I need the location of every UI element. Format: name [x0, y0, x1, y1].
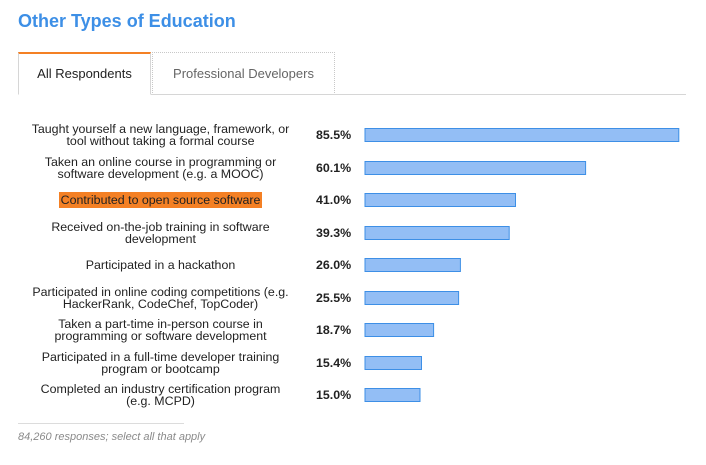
tab-all-respondents[interactable]: All Respondents: [18, 52, 151, 95]
category-label-line: tool without taking a formal course: [66, 134, 255, 148]
category-label-line: Participated in a full-time developer tr…: [41, 350, 280, 364]
category-label-line: programming or software development: [54, 329, 267, 343]
category-label-line: (e.g. MCPD): [126, 394, 195, 408]
value-label-3: 39.3%: [316, 226, 352, 240]
value-label-8: 15.0%: [316, 388, 352, 402]
category-label-line: development: [125, 232, 196, 246]
category-label-line: Completed an industry certification prog…: [40, 382, 281, 396]
footnote: 84,260 responses; select all that apply: [18, 431, 206, 443]
value-label-6: 18.7%: [316, 323, 352, 337]
value-label-0: 85.5%: [316, 128, 352, 142]
bar-8: [364, 388, 421, 402]
value-label-2: 41.0%: [316, 193, 352, 207]
footnote-divider: [18, 423, 184, 424]
value-label-7: 15.4%: [316, 356, 352, 370]
category-label-line: Participated in a hackathon: [85, 258, 236, 272]
bar-3: [364, 226, 510, 240]
value-label-1: 60.1%: [316, 161, 352, 175]
tab-professional-developers[interactable]: Professional Developers: [152, 52, 335, 93]
category-label-0: Taught yourself a new language, framewor…: [18, 123, 303, 147]
category-label-2: Contributed to open source software: [18, 192, 303, 208]
value-label-4: 26.0%: [316, 258, 352, 272]
tab-bar: All Respondents Professional Developers: [18, 52, 686, 95]
category-label-3: Received on-the-job training in software…: [18, 221, 303, 245]
category-label-line: Contributed to open source software: [58, 192, 263, 208]
category-label-line: program or bootcamp: [101, 362, 220, 376]
category-label-line: software development (e.g. a MOOC): [57, 167, 264, 181]
bar-0: [364, 128, 680, 142]
category-label-6: Taken a part-time in-person course in pro…: [18, 318, 303, 342]
bar-1: [364, 161, 587, 175]
bar-7: [364, 356, 422, 370]
category-label-line: Received on-the-job training in software: [51, 220, 270, 234]
category-label-line: Taught yourself a new language, framewor…: [31, 122, 290, 136]
category-label-4: Participated in a hackathon: [18, 258, 303, 272]
category-label-line: Participated in online coding competitio…: [32, 285, 289, 299]
chart-title: Other Types of Education: [18, 11, 236, 31]
value-label-5: 25.5%: [316, 291, 352, 305]
category-label-5: Participated in online coding competitio…: [18, 286, 303, 310]
bar-6: [364, 323, 435, 337]
bar-2: [364, 193, 516, 207]
category-label-line: HackerRank, CodeChef, TopCoder): [62, 297, 259, 311]
category-label-line: Taken a part-time in-person course in: [58, 317, 263, 331]
category-label-line: Taken an online course in programming or: [44, 155, 277, 169]
category-label-1: Taken an online course in programming or…: [18, 156, 303, 180]
category-label-8: Completed an industry certification prog…: [18, 383, 303, 407]
category-label-7: Participated in a full-time developer tr…: [18, 351, 303, 375]
bar-4: [364, 258, 461, 272]
bar-5: [364, 291, 460, 305]
